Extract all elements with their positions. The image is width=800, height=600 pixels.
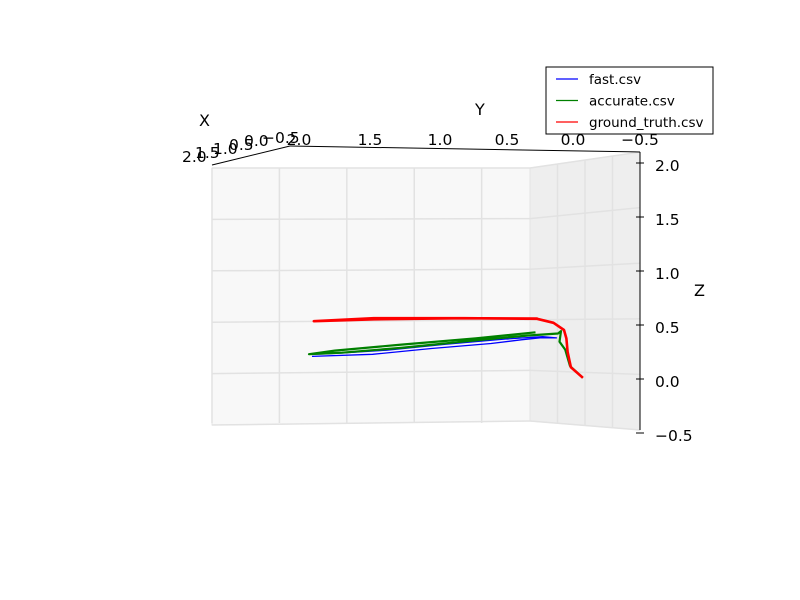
series-line xyxy=(307,330,584,379)
y-tick-label: 2.0 xyxy=(287,131,312,149)
x-tick-label: 2.0 xyxy=(182,148,207,166)
z-tick-label: 2.0 xyxy=(655,157,680,175)
y-tick-label: 1.0 xyxy=(428,131,453,149)
x-tick-label: 1.0 xyxy=(213,140,238,158)
y-tick-label: 1.5 xyxy=(358,131,383,149)
y-tick-label: −0.5 xyxy=(621,131,659,149)
series-layer xyxy=(307,316,584,379)
z-tick-label: 1.5 xyxy=(655,211,680,229)
gridlines xyxy=(211,151,641,431)
y-axis-line xyxy=(289,145,641,153)
legend-label: ground_truth.csv xyxy=(589,115,704,131)
x-tick-label: −0.5 xyxy=(262,129,300,147)
x-axis-title: X xyxy=(199,111,210,130)
z-tick-label: −0.5 xyxy=(655,427,693,445)
grid-line-z xyxy=(211,319,531,323)
legend-label: fast.csv xyxy=(589,72,641,88)
z-tick-label: 0.5 xyxy=(655,319,680,337)
series-line xyxy=(308,335,558,358)
y-axis-title: Y xyxy=(474,100,485,119)
axis-lines xyxy=(211,145,644,434)
axis-panes xyxy=(211,151,641,431)
grid-line-z xyxy=(211,217,531,221)
z-tick-label: 0.0 xyxy=(655,373,680,391)
y-tick-label: 0.0 xyxy=(561,131,586,149)
z-tick-label: 1.0 xyxy=(655,265,680,283)
z-axis-title: Z xyxy=(694,281,705,300)
grid-line-z xyxy=(211,369,531,375)
x-axis-line xyxy=(211,145,291,166)
x-tick-label: 1.5 xyxy=(195,144,220,162)
tick-labels: 2.01.51.00.50.0−0.52.0 1.5 1.0 0.5 0.0 −0.52.… xyxy=(182,129,693,445)
grid-line-z xyxy=(211,420,531,426)
y-tick-label: 0.5 xyxy=(495,131,520,149)
grid-line-z xyxy=(211,268,531,272)
legend: fast.csv accurate.csv ground_truth.csv xyxy=(545,66,714,135)
series-line xyxy=(312,316,584,379)
x-tick-label: 0.0 xyxy=(244,132,269,150)
legend-label: accurate.csv xyxy=(589,94,675,110)
x-tick-label: 0.5 xyxy=(229,136,254,154)
